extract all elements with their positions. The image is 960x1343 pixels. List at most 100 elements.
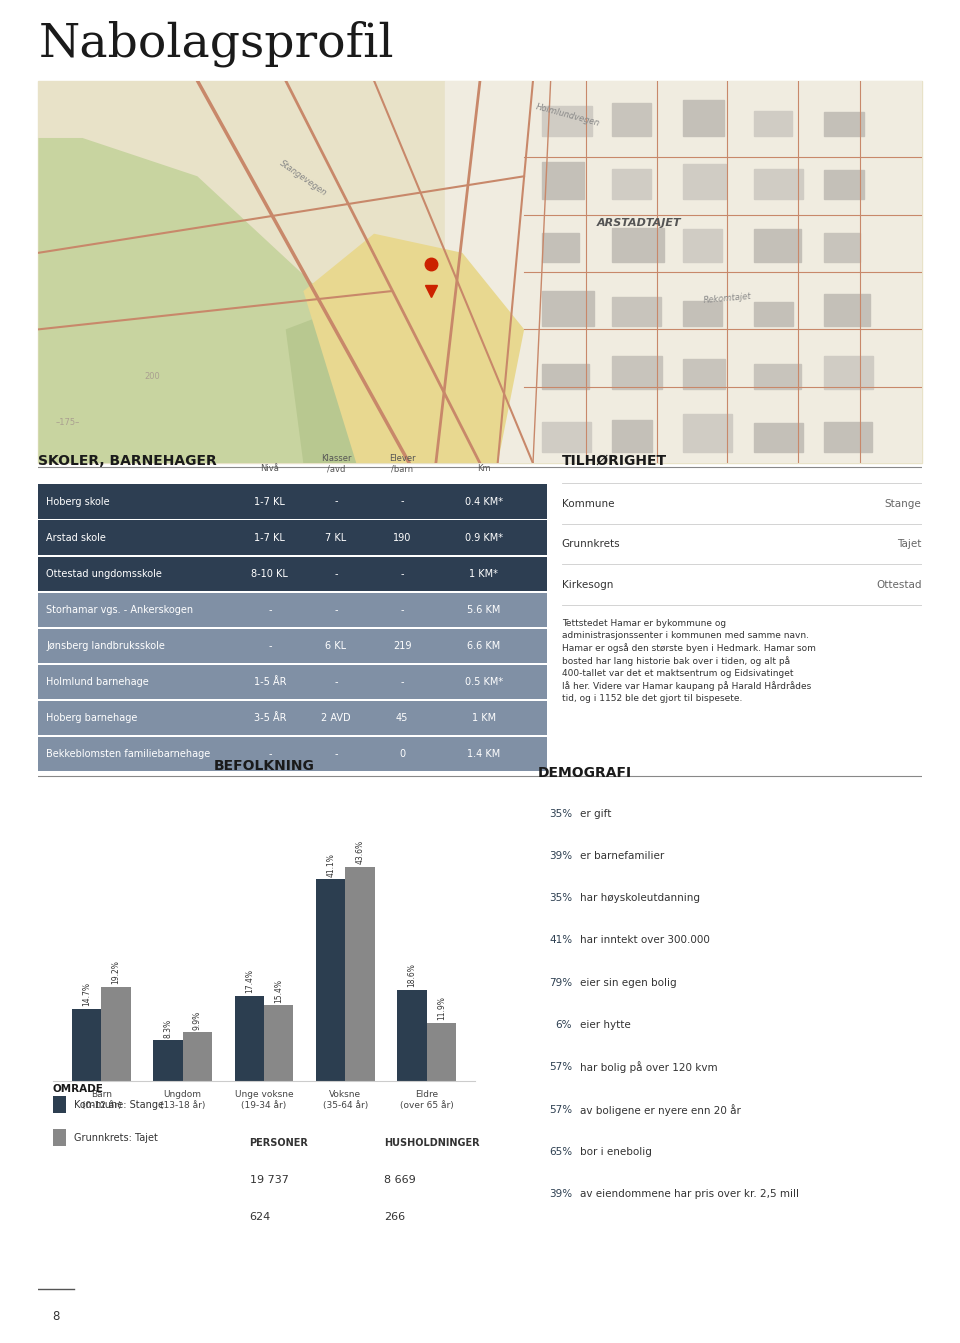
Bar bbox=[825, 113, 864, 136]
Bar bbox=[825, 356, 874, 388]
Bar bbox=[53, 1129, 66, 1146]
Bar bbox=[754, 302, 793, 325]
Text: 1-7 KL: 1-7 KL bbox=[254, 533, 285, 543]
Text: 39%: 39% bbox=[549, 1190, 572, 1199]
Text: Elever
/barn: Elever /barn bbox=[389, 454, 416, 473]
Bar bbox=[38, 521, 547, 555]
Text: -: - bbox=[268, 641, 272, 651]
Text: –175–: –175– bbox=[56, 418, 81, 427]
Bar bbox=[612, 297, 661, 325]
Bar bbox=[754, 364, 802, 388]
Bar bbox=[316, 880, 346, 1081]
Text: BEFOLKNING: BEFOLKNING bbox=[213, 759, 315, 772]
Text: -: - bbox=[334, 604, 338, 615]
Text: Holmlund barnehage: Holmlund barnehage bbox=[46, 677, 149, 688]
Text: -: - bbox=[334, 749, 338, 759]
Text: Kommune: Kommune bbox=[562, 498, 614, 509]
Bar bbox=[754, 228, 801, 262]
Bar bbox=[541, 232, 580, 262]
Bar bbox=[541, 364, 589, 388]
Text: 0.9 KM*: 0.9 KM* bbox=[465, 533, 503, 543]
Text: 39%: 39% bbox=[549, 851, 572, 861]
Bar bbox=[397, 990, 426, 1081]
Bar bbox=[38, 629, 547, 663]
Text: HUSHOLDNINGER: HUSHOLDNINGER bbox=[384, 1138, 480, 1147]
Text: Hoberg skole: Hoberg skole bbox=[46, 497, 109, 506]
Text: av eiendommene har pris over kr. 2,5 mill: av eiendommene har pris over kr. 2,5 mil… bbox=[580, 1190, 799, 1199]
Bar bbox=[612, 420, 652, 451]
Text: 5.6 KM: 5.6 KM bbox=[467, 604, 500, 615]
Text: 8 669: 8 669 bbox=[384, 1175, 416, 1185]
Bar bbox=[234, 995, 264, 1081]
Text: 2 AVD: 2 AVD bbox=[322, 713, 350, 723]
Bar bbox=[612, 169, 651, 199]
Text: -: - bbox=[334, 677, 338, 688]
Text: 266: 266 bbox=[384, 1211, 405, 1222]
Text: 15.4%: 15.4% bbox=[275, 979, 283, 1003]
Bar bbox=[541, 422, 590, 451]
Text: Nivå: Nivå bbox=[260, 465, 279, 473]
Text: -: - bbox=[334, 497, 338, 506]
Text: 35%: 35% bbox=[549, 808, 572, 818]
Text: er barnefamilier: er barnefamilier bbox=[580, 851, 664, 861]
Text: 19.2%: 19.2% bbox=[111, 960, 120, 984]
Text: Grunnkrets: Tajet: Grunnkrets: Tajet bbox=[74, 1132, 157, 1143]
Text: 1-7 KL: 1-7 KL bbox=[254, 497, 285, 506]
Bar bbox=[684, 301, 722, 325]
Bar bbox=[684, 414, 732, 451]
Text: 11.9%: 11.9% bbox=[437, 997, 445, 1021]
Bar bbox=[541, 106, 591, 136]
Text: 0: 0 bbox=[399, 749, 405, 759]
Text: Klasser
/avd: Klasser /avd bbox=[321, 454, 351, 473]
Bar bbox=[264, 1006, 294, 1081]
Text: Bekkeblomsten familiebarnehage: Bekkeblomsten familiebarnehage bbox=[46, 749, 210, 759]
Polygon shape bbox=[286, 302, 463, 463]
Text: -: - bbox=[334, 568, 338, 579]
Bar bbox=[72, 1009, 102, 1081]
Text: 17.4%: 17.4% bbox=[245, 970, 253, 992]
Text: Ottestad: Ottestad bbox=[876, 580, 922, 590]
Bar bbox=[612, 356, 662, 388]
Text: 0.4 KM*: 0.4 KM* bbox=[465, 497, 503, 506]
Text: 18.6%: 18.6% bbox=[408, 963, 417, 987]
Text: 8-10 KL: 8-10 KL bbox=[252, 568, 288, 579]
Text: har inntekt over 300.000: har inntekt over 300.000 bbox=[580, 936, 709, 945]
Bar bbox=[825, 294, 870, 325]
Text: 41%: 41% bbox=[549, 936, 572, 945]
Text: Kommune: Stange: Kommune: Stange bbox=[74, 1100, 164, 1109]
Text: Stangevegen: Stangevegen bbox=[278, 158, 328, 197]
Bar bbox=[346, 866, 374, 1081]
Text: 57%: 57% bbox=[549, 1062, 572, 1072]
Text: Tajet: Tajet bbox=[898, 539, 922, 549]
Text: Hoberg barnehage: Hoberg barnehage bbox=[46, 713, 137, 723]
Text: 200: 200 bbox=[144, 372, 160, 381]
Text: bor i enebolig: bor i enebolig bbox=[580, 1147, 652, 1156]
Text: 1.4 KM: 1.4 KM bbox=[467, 749, 500, 759]
Bar bbox=[684, 359, 725, 388]
Text: -: - bbox=[400, 497, 404, 506]
Bar bbox=[444, 81, 922, 463]
Bar bbox=[38, 665, 547, 700]
Bar bbox=[38, 701, 547, 735]
Bar bbox=[38, 556, 547, 591]
Text: -: - bbox=[400, 604, 404, 615]
Bar bbox=[38, 592, 547, 627]
Text: Holmlundvegen: Holmlundvegen bbox=[536, 102, 601, 129]
Bar bbox=[541, 291, 594, 325]
Bar bbox=[754, 111, 792, 136]
Bar bbox=[754, 169, 803, 199]
Text: eier sin egen bolig: eier sin egen bolig bbox=[580, 978, 677, 987]
Text: Grunnkrets: Grunnkrets bbox=[562, 539, 620, 549]
Text: DEMOGRAFI: DEMOGRAFI bbox=[538, 766, 632, 780]
Bar bbox=[541, 163, 584, 199]
Bar bbox=[684, 101, 724, 136]
Text: 0.5 KM*: 0.5 KM* bbox=[465, 677, 503, 688]
Bar bbox=[612, 102, 651, 136]
Text: 19 737: 19 737 bbox=[250, 1175, 288, 1185]
Text: Kirkesogn: Kirkesogn bbox=[562, 580, 613, 590]
Text: Ottestad ungdomsskole: Ottestad ungdomsskole bbox=[46, 568, 162, 579]
Bar bbox=[182, 1033, 212, 1081]
Bar bbox=[102, 987, 131, 1081]
Text: 1-5 ÅR: 1-5 ÅR bbox=[253, 677, 286, 688]
Text: -: - bbox=[268, 604, 272, 615]
